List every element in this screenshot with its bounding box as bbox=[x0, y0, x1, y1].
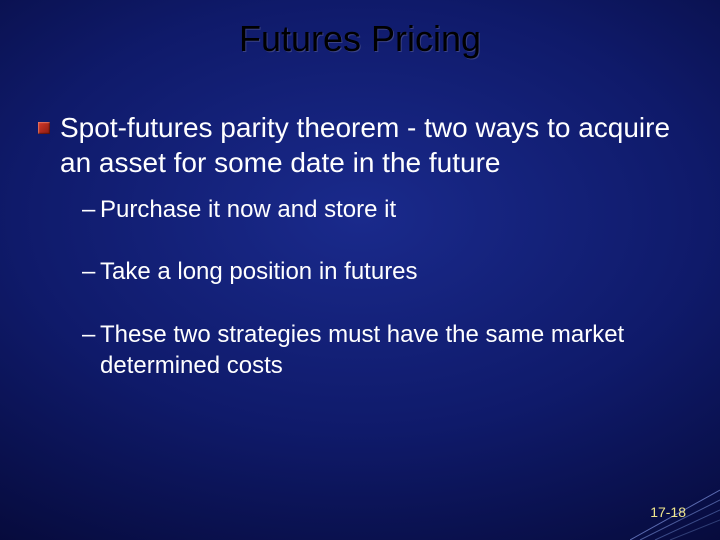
slide-body: Spot-futures parity theorem - two ways t… bbox=[38, 110, 682, 381]
list-item: – Purchase it now and store it bbox=[82, 194, 682, 256]
square-bullet-icon bbox=[38, 122, 50, 134]
slide-title: Futures Pricing bbox=[0, 18, 720, 60]
bullet-level1: Spot-futures parity theorem - two ways t… bbox=[38, 110, 682, 180]
corner-lines-icon bbox=[630, 450, 720, 540]
list-item: – Take a long position in futures bbox=[82, 256, 682, 318]
level1-text: Spot-futures parity theorem - two ways t… bbox=[60, 110, 682, 180]
level2-text: Take a long position in futures bbox=[100, 256, 682, 287]
dash-icon: – bbox=[82, 256, 100, 318]
slide: Futures Pricing Spot-futures parity theo… bbox=[0, 0, 720, 540]
dash-icon: – bbox=[82, 194, 100, 256]
list-item: – These two strategies must have the sam… bbox=[82, 319, 682, 381]
bullet-level2-list: – Purchase it now and store it – Take a … bbox=[82, 194, 682, 381]
dash-icon: – bbox=[82, 319, 100, 381]
page-number: 17-18 bbox=[650, 504, 686, 520]
level2-text: These two strategies must have the same … bbox=[100, 319, 682, 381]
level2-text: Purchase it now and store it bbox=[100, 194, 682, 225]
